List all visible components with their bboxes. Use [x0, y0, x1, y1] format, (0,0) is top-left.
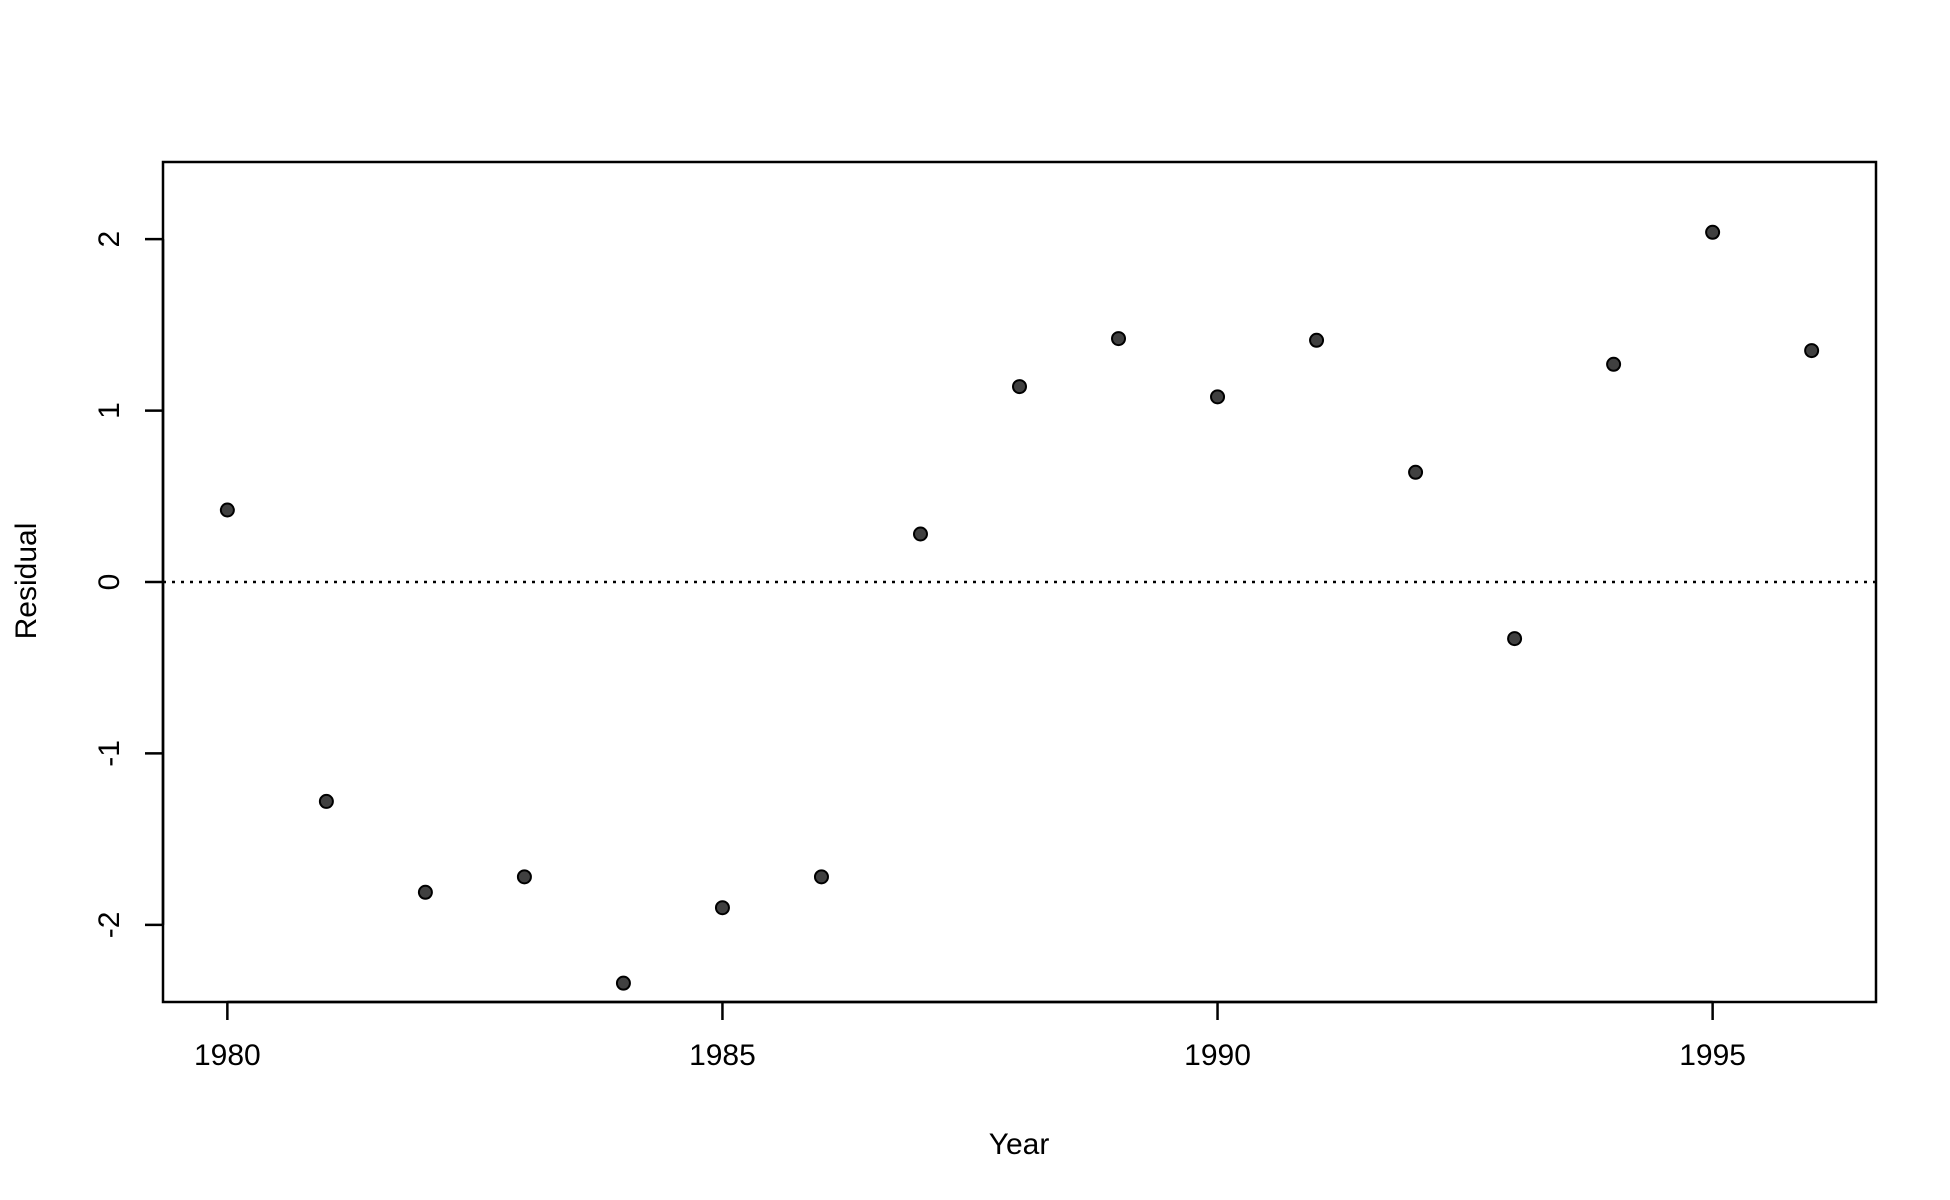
x-axis-label: Year	[989, 1128, 1050, 1161]
x-axis: 1980 1985 1990 1995	[194, 1000, 1746, 1072]
data-point-1985	[714, 900, 730, 916]
data-point-1989	[1111, 331, 1127, 347]
data-point-1983	[516, 869, 532, 885]
y-axis-label: Residual	[10, 523, 43, 640]
data-point-1987	[912, 526, 928, 542]
y-tick-label--2: -2	[93, 912, 126, 939]
data-point-1995	[1705, 224, 1721, 240]
data-point-1980	[219, 502, 235, 518]
data-point-1990	[1210, 389, 1226, 405]
data-points	[219, 224, 1820, 991]
x-tick-label-1980: 1980	[194, 1039, 261, 1072]
data-point-1984	[615, 975, 631, 991]
y-tick-label--1: -1	[93, 740, 126, 767]
y-tick-label-0: 0	[93, 574, 126, 591]
data-point-1994	[1606, 356, 1622, 372]
data-point-1996	[1804, 343, 1820, 359]
x-tick-label-1995: 1995	[1679, 1039, 1746, 1072]
y-axis: -2 -1 0 1 2	[93, 231, 165, 939]
data-point-1986	[813, 869, 829, 885]
data-point-1988	[1012, 379, 1027, 395]
data-point-1981	[318, 793, 334, 809]
data-point-1992	[1408, 464, 1424, 480]
data-point-1993	[1507, 631, 1523, 647]
data-point-1991	[1309, 332, 1325, 348]
data-point-1982	[417, 884, 433, 900]
x-tick-label-1985: 1985	[689, 1039, 756, 1072]
x-tick-label-1990: 1990	[1184, 1039, 1251, 1072]
y-tick-label-1: 1	[93, 402, 126, 419]
y-tick-label-2: 2	[93, 231, 126, 248]
